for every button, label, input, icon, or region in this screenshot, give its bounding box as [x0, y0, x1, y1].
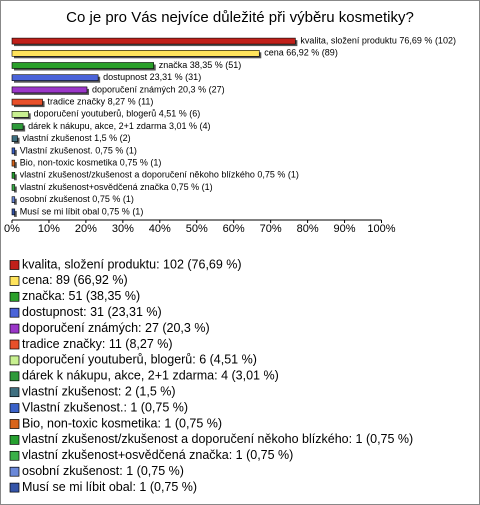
bar-label: Bio, non-toxic kosmetika 0,75 % (1) [20, 157, 162, 167]
bar-shadow [14, 149, 17, 156]
legend-label: cena: 89 (66,92 %) [22, 273, 128, 287]
bar [11, 208, 16, 216]
bar-label: vlastní zkušenost 1,5 % (2) [23, 133, 131, 143]
bar [11, 86, 88, 94]
bar-label: Musí se mi líbit obal 0,75 % (1) [20, 206, 144, 216]
legend-label: doporučení známých: 27 (20,3 %) [22, 321, 210, 335]
legend-swatch [9, 355, 20, 366]
x-tick-label: 90% [334, 223, 356, 235]
x-tick-label: 40% [149, 223, 171, 235]
bar [11, 147, 16, 155]
bar-label: kvalita, složení produktu 76,69 % (102) [300, 35, 456, 45]
bar [11, 135, 18, 142]
legend-swatch [9, 276, 20, 286]
legend-swatch [9, 466, 20, 477]
bar-shadow [14, 162, 17, 169]
bar-label: vlastní zkušenost/zkušenost a doporučení… [20, 170, 299, 180]
legend-label: Bio, non-toxic kosmetika: 1 (0,75 %) [22, 416, 222, 430]
legend-label: osobní zkušenost: 1 (0,75 %) [22, 464, 184, 478]
legend-label: doporučení youtuberů, blogerů: 6 (4,51 %… [22, 353, 257, 367]
legend-swatch [9, 435, 20, 445]
bar [11, 159, 16, 167]
legend-swatch [9, 403, 20, 413]
bar-label: osobní zkušenost 0,75 % (1) [20, 194, 134, 204]
legend-label: dostupnost: 31 (23,31 %) [22, 305, 162, 319]
legend-swatch [9, 323, 20, 334]
legend-swatch [9, 291, 20, 302]
legend-swatch [9, 482, 20, 493]
bar [11, 123, 24, 130]
x-tick-label: 0% [4, 223, 20, 235]
bar [11, 98, 43, 106]
bar-label: Vlastní zkušenost. 0,75 % (1) [20, 145, 137, 155]
x-tick-label: 20% [75, 223, 97, 235]
bar [11, 196, 16, 203]
legend-label: Musí se mi líbit obal: 1 (0,75 %) [22, 480, 197, 494]
bar [11, 74, 99, 81]
legend-swatch [9, 419, 20, 429]
x-tick-label: 50% [186, 223, 208, 235]
bar-label: tradice značky 8,27 % (11) [48, 96, 154, 106]
legend-label: vlastní zkušenost+osvědčená značka: 1 (0… [22, 448, 293, 462]
legend-swatch [9, 387, 20, 398]
legend-swatch [9, 260, 20, 270]
legend-label: Vlastní zkušenost.: 1 (0,75 %) [22, 400, 188, 414]
legend-label: dárek k nákupu, akce, 2+1 zdarma: 4 (3,0… [22, 369, 279, 383]
legend-label: tradice značky: 11 (8,27 %) [22, 337, 173, 351]
legend-swatch [9, 371, 20, 382]
x-tick-label: 100% [367, 223, 395, 235]
bar [11, 172, 16, 179]
bar-shadow [14, 174, 17, 181]
bar-label: vlastní zkušenost+osvědčená značka 0,75 … [20, 182, 213, 192]
legend-swatch [9, 307, 20, 318]
legend-label: značka: 51 (38,35 %) [22, 289, 140, 303]
bar [11, 37, 296, 45]
bar [11, 111, 29, 118]
bar-label: cena 66,92 % (89) [264, 48, 338, 58]
legend-swatch [9, 339, 20, 350]
bar-shadow [14, 186, 17, 193]
bar-shadow [14, 210, 17, 217]
bar [11, 184, 16, 191]
x-tick-label: 80% [297, 223, 319, 235]
bar-label: doporučení známých 20,3 % (27) [92, 84, 225, 94]
x-tick-label: 60% [223, 223, 245, 235]
bar [11, 62, 155, 69]
legend-label: vlastní zkušenost/zkušenost a doporučení… [22, 432, 413, 446]
legend-label: vlastní zkušenost: 2 (1,5 %) [22, 384, 176, 398]
legend-swatch [9, 450, 20, 461]
legend-label: kvalita, složení produktu: 102 (76,69 %) [22, 257, 242, 271]
bar-label: dostupnost 23,31 % (31) [103, 72, 201, 82]
bar [11, 49, 260, 57]
x-tick-label: 30% [112, 223, 134, 235]
chart-title: Co je pro Vás nejvíce důležité při výběr… [66, 9, 414, 26]
bar-label: dárek k nákupu, akce, 2+1 zdarma 3,01 % … [28, 121, 210, 131]
bar-label: značka 38,35 % (51) [159, 60, 242, 70]
x-tick-label: 70% [260, 223, 282, 235]
x-tick-label: 10% [38, 223, 60, 235]
bar-label: doporučení youtuberů, blogerů 4,51 % (6) [34, 109, 201, 119]
bar-shadow [14, 198, 17, 205]
